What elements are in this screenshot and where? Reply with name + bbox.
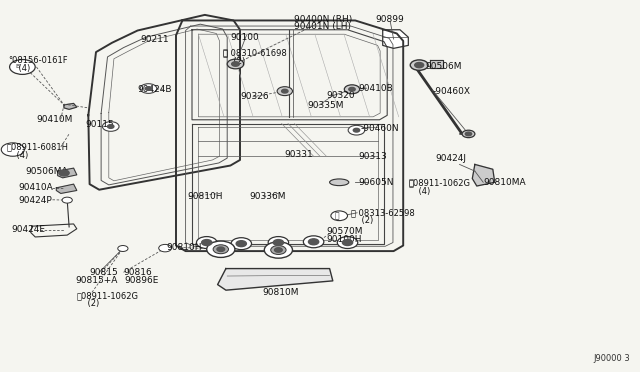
Text: ⓝ08911-6081H: ⓝ08911-6081H <box>6 142 68 151</box>
Circle shape <box>145 87 152 90</box>
Text: -90460X: -90460X <box>433 87 470 96</box>
Text: ⒢: ⒢ <box>335 211 340 220</box>
Text: 90400N (RH): 90400N (RH) <box>294 15 353 24</box>
Text: B: B <box>16 64 20 70</box>
Circle shape <box>227 59 244 69</box>
Text: ⒢ 08310-61698: ⒢ 08310-61698 <box>223 48 287 57</box>
Text: 90424E: 90424E <box>12 225 45 234</box>
Circle shape <box>337 237 358 248</box>
Ellipse shape <box>330 179 349 186</box>
Text: (4): (4) <box>6 151 29 160</box>
Circle shape <box>282 89 288 93</box>
Text: ⒢: ⒢ <box>223 48 228 57</box>
Circle shape <box>140 84 157 93</box>
Text: -90460N: -90460N <box>360 124 399 133</box>
Text: 90336M: 90336M <box>250 192 286 201</box>
Text: 90326: 90326 <box>240 92 269 101</box>
Circle shape <box>308 239 319 245</box>
Text: (2): (2) <box>223 57 245 65</box>
Circle shape <box>231 238 252 250</box>
Text: 90211: 90211 <box>141 35 170 44</box>
Text: 90115: 90115 <box>85 120 114 129</box>
Text: 90605N: 90605N <box>358 178 394 187</box>
Circle shape <box>213 245 228 254</box>
Circle shape <box>348 125 365 135</box>
Text: 90815: 90815 <box>90 268 118 277</box>
Text: 90313: 90313 <box>358 152 387 161</box>
Circle shape <box>462 130 475 138</box>
Text: 90331: 90331 <box>285 150 314 159</box>
Text: 90506MA: 90506MA <box>26 167 68 176</box>
Text: J90000 3: J90000 3 <box>594 354 630 363</box>
Circle shape <box>271 246 286 254</box>
Text: ⒢ 08313-62598: ⒢ 08313-62598 <box>351 208 415 217</box>
Text: 90899: 90899 <box>375 15 404 24</box>
Circle shape <box>102 122 119 131</box>
Text: 90424P: 90424P <box>18 196 52 205</box>
Polygon shape <box>64 103 77 109</box>
Text: 90506M: 90506M <box>426 62 462 71</box>
Text: ⓝ08911-1062G: ⓝ08911-1062G <box>408 179 470 187</box>
Text: 90410B: 90410B <box>358 84 393 93</box>
Circle shape <box>273 240 284 246</box>
Text: 90100: 90100 <box>230 33 259 42</box>
Circle shape <box>342 240 353 246</box>
Circle shape <box>349 87 355 91</box>
Circle shape <box>236 241 246 247</box>
Text: 90810H: 90810H <box>166 243 202 252</box>
Polygon shape <box>56 184 77 193</box>
Circle shape <box>217 247 225 251</box>
Circle shape <box>118 246 128 251</box>
Circle shape <box>410 60 428 70</box>
Text: 90815+A: 90815+A <box>76 276 118 285</box>
Text: 90410A: 90410A <box>18 183 52 192</box>
Circle shape <box>353 128 360 132</box>
Text: 90816: 90816 <box>124 268 152 277</box>
Text: 90570M: 90570M <box>326 227 363 236</box>
Circle shape <box>264 242 292 258</box>
Text: ⓝ: ⓝ <box>408 179 413 187</box>
Circle shape <box>277 87 292 96</box>
Circle shape <box>202 240 212 246</box>
Circle shape <box>10 60 35 74</box>
Text: 90401N (LH): 90401N (LH) <box>294 22 351 31</box>
Circle shape <box>159 244 172 252</box>
Polygon shape <box>472 164 495 186</box>
Circle shape <box>232 62 239 66</box>
Circle shape <box>196 237 217 248</box>
Polygon shape <box>58 168 77 178</box>
Text: 90100H: 90100H <box>326 235 362 244</box>
Text: 90424B: 90424B <box>138 85 172 94</box>
Polygon shape <box>218 269 333 290</box>
Text: 90410M: 90410M <box>36 115 73 124</box>
Circle shape <box>207 241 235 257</box>
Text: 90810M: 90810M <box>262 288 299 296</box>
Circle shape <box>465 132 472 136</box>
Polygon shape <box>430 60 443 68</box>
Circle shape <box>268 237 289 248</box>
Text: (4): (4) <box>408 187 431 196</box>
Circle shape <box>303 236 324 248</box>
Text: °08156-0161F: °08156-0161F <box>8 56 68 65</box>
Circle shape <box>62 197 72 203</box>
Circle shape <box>344 85 360 94</box>
Circle shape <box>415 62 424 68</box>
Circle shape <box>108 125 114 128</box>
Text: 90335M: 90335M <box>307 101 344 110</box>
Text: 90320: 90320 <box>326 91 355 100</box>
Text: (2): (2) <box>77 299 99 308</box>
Text: (4): (4) <box>8 64 31 73</box>
Text: 90424J: 90424J <box>435 154 466 163</box>
Text: N: N <box>11 147 15 152</box>
Text: (2): (2) <box>351 217 373 225</box>
Circle shape <box>59 170 69 176</box>
Circle shape <box>275 248 282 252</box>
Polygon shape <box>383 30 408 48</box>
Circle shape <box>331 211 348 221</box>
Text: 90896E: 90896E <box>125 276 159 285</box>
Text: ⓝ08911-1062G: ⓝ08911-1062G <box>77 291 139 300</box>
Text: 90810H: 90810H <box>187 192 222 201</box>
Text: 90810MA: 90810MA <box>483 178 526 187</box>
Circle shape <box>1 143 24 156</box>
